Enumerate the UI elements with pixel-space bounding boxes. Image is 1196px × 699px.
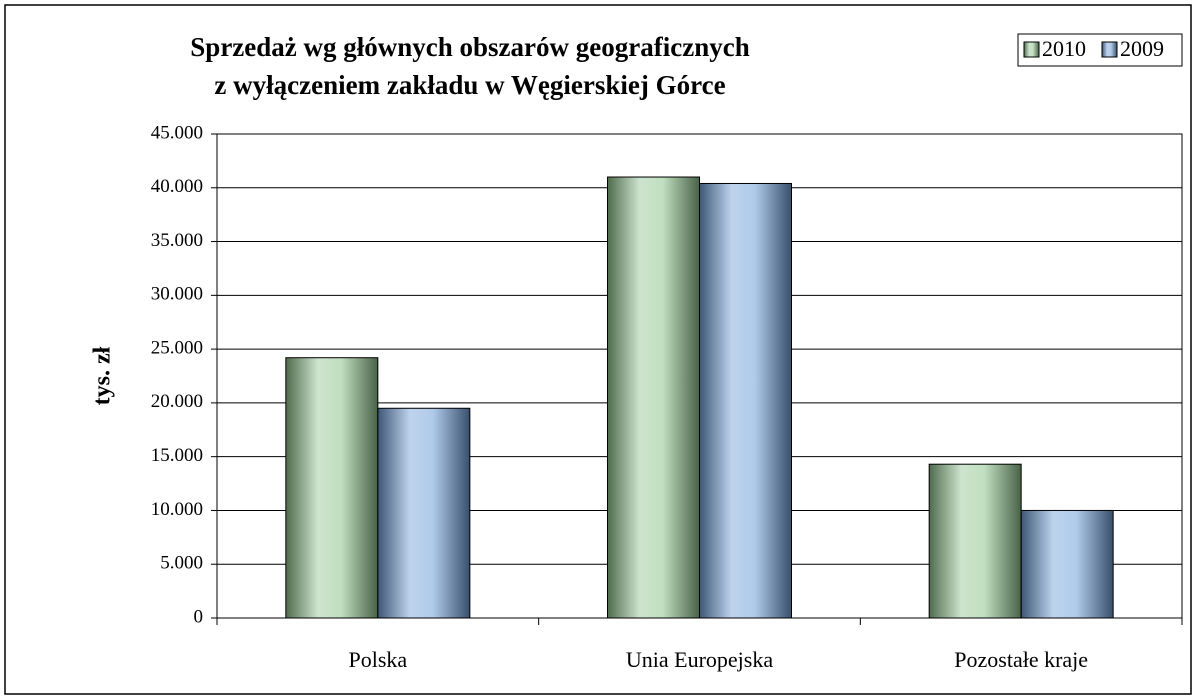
y-tick-label: 45.000 (151, 122, 203, 143)
y-tick-label: 15.000 (151, 445, 203, 466)
y-axis-label: tys. zł (90, 346, 116, 405)
y-tick-label: 30.000 (151, 284, 203, 305)
chart-title: z wyłączeniem zakładu w Węgierskiej Górc… (214, 70, 725, 100)
y-tick-label: 20.000 (151, 391, 203, 412)
x-tick-label: Pozostałe kraje (954, 647, 1088, 672)
bar (928, 463, 1022, 619)
bar (377, 407, 471, 619)
legend-label: 2009 (1120, 36, 1164, 61)
legend-swatch (1023, 41, 1040, 58)
y-tick-label: 35.000 (151, 230, 203, 251)
legend-swatch (1101, 41, 1118, 58)
bar (1020, 509, 1114, 619)
y-tick-label: 5.000 (160, 553, 203, 574)
bar (699, 182, 792, 619)
y-tick-label: 40.000 (151, 176, 203, 197)
y-tick-label: 0 (194, 606, 204, 627)
bar (607, 176, 701, 619)
y-tick-label: 10.000 (151, 499, 203, 520)
chart-title: Sprzedaż wg głównych obszarów geograficz… (190, 32, 749, 62)
legend (1017, 33, 1183, 67)
x-tick-label: Polska (348, 647, 407, 672)
y-tick-label: 25.000 (151, 337, 203, 358)
x-tick-label: Unia Europejska (626, 647, 773, 672)
bar (285, 357, 379, 619)
legend-label: 2010 (1042, 36, 1086, 61)
